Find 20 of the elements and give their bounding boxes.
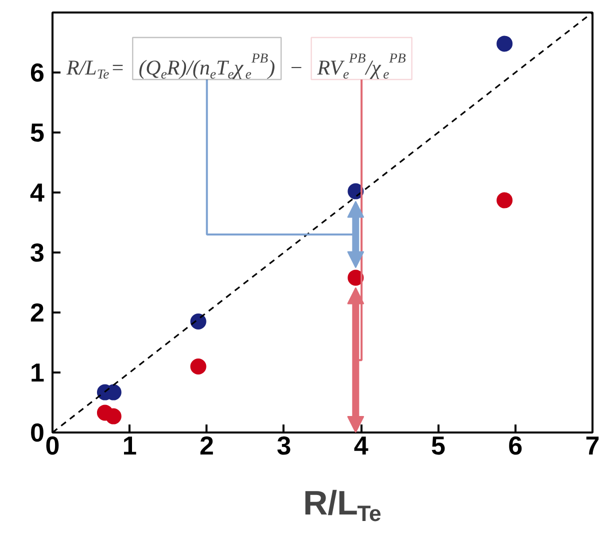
point (105, 408, 122, 424)
y-tick-label: 6 (30, 58, 45, 88)
x-tick-label: 2 (200, 430, 214, 460)
point (496, 36, 513, 52)
y-tick-label: 1 (30, 358, 45, 388)
point (190, 314, 206, 330)
x-tick-label: 7 (585, 430, 600, 460)
x-tick-label: 1 (122, 430, 137, 460)
annotation: − (289, 56, 304, 80)
y-tick-label: 5 (30, 118, 45, 148)
x-tick-label: 5 (430, 430, 446, 460)
point (496, 192, 513, 208)
text: = (110, 56, 125, 80)
y-tick-label: 2 (30, 298, 45, 328)
y-tick-label: 3 (30, 238, 45, 268)
x-tick-label: 4 (354, 430, 369, 460)
x-tick-label: 3 (276, 430, 292, 460)
point (190, 358, 206, 374)
x-tick-label: 6 (508, 430, 523, 460)
y-tick-label: 4 (30, 178, 46, 208)
